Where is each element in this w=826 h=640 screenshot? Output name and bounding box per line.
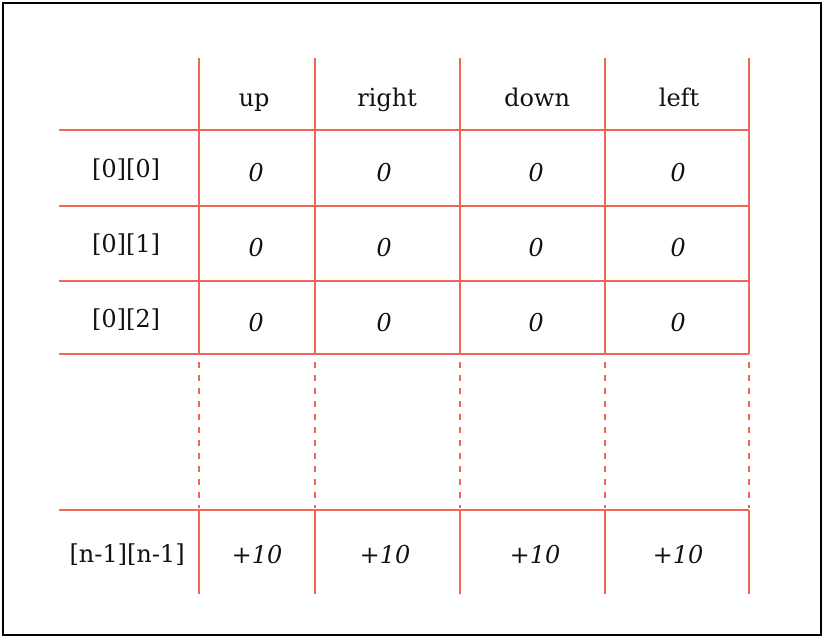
table-row: [0][0] 0 0 0 0	[92, 155, 686, 187]
cell-value: 0	[376, 309, 391, 337]
column-header-right: right	[357, 84, 417, 112]
column-header-down: down	[504, 84, 570, 112]
table-row: [0][1] 0 0 0 0	[92, 230, 686, 262]
cell-value: 0	[376, 234, 391, 262]
table-row: [n-1][n-1] +10 +10 +10 +10	[69, 540, 703, 569]
column-header-up: up	[239, 84, 270, 112]
column-headers: up right down left	[239, 84, 700, 112]
cell-value: +10	[360, 541, 411, 569]
cell-value: 0	[248, 234, 263, 262]
cell-value: +10	[510, 541, 561, 569]
cell-value: 0	[248, 309, 263, 337]
row-label: [0][2]	[92, 305, 160, 333]
row-label: [0][0]	[92, 155, 160, 183]
cell-value: 0	[670, 159, 685, 187]
cell-value: 0	[670, 309, 685, 337]
row-label: [0][1]	[92, 230, 160, 258]
cell-value: 0	[670, 234, 685, 262]
cell-value: 0	[248, 159, 263, 187]
cell-value: 0	[528, 159, 543, 187]
cell-value: +10	[232, 541, 283, 569]
table-row: [0][2] 0 0 0 0	[92, 305, 686, 337]
row-label: [n-1][n-1]	[69, 540, 184, 568]
cell-value: 0	[528, 234, 543, 262]
cell-value: 0	[528, 309, 543, 337]
cell-value: 0	[376, 159, 391, 187]
column-header-left: left	[659, 84, 700, 112]
cell-value: +10	[653, 541, 704, 569]
